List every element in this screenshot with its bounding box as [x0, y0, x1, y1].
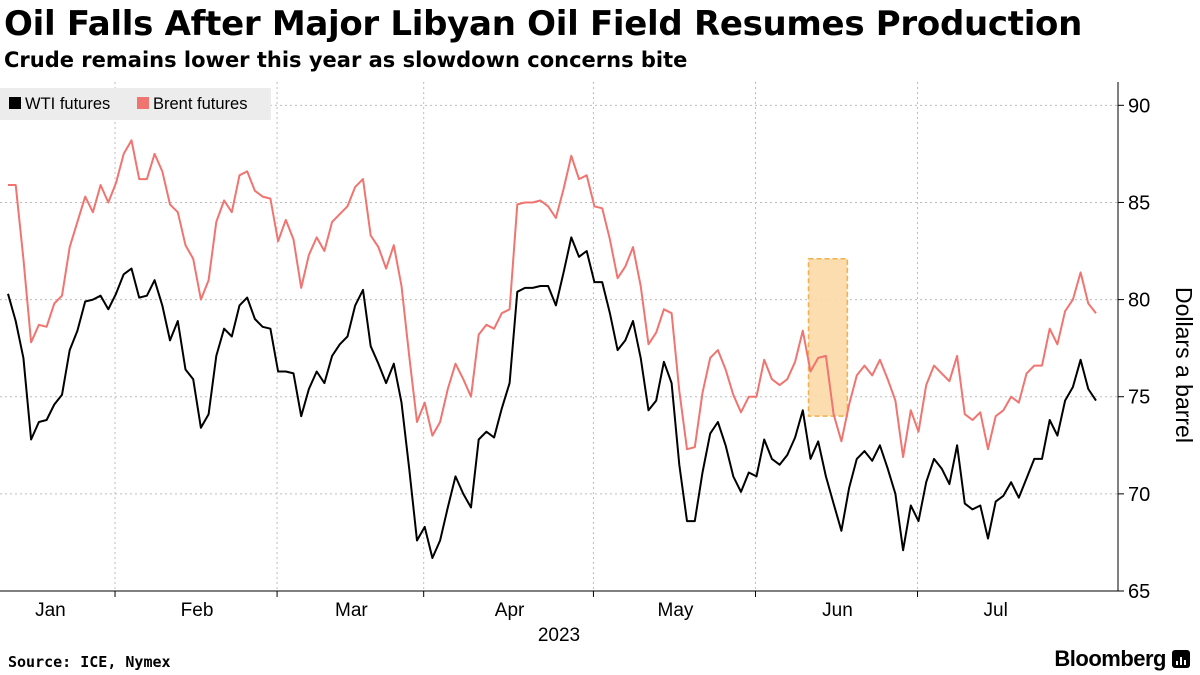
bloomberg-terminal-icon	[1172, 650, 1190, 668]
y-tick-label: 80	[1128, 290, 1150, 312]
legend-background	[0, 88, 271, 120]
brent-futures-line	[8, 139, 1097, 458]
wti-futures-line	[7, 236, 1097, 559]
legend-swatch-brent	[137, 97, 149, 109]
grid-lines	[0, 82, 1118, 592]
legend: WTI futures Brent futures	[0, 88, 271, 120]
x-tick-label: Jan	[35, 600, 66, 621]
y-tick-label: 75	[1128, 387, 1150, 409]
chart-subtitle: Crude remains lower this year as slowdow…	[4, 48, 688, 72]
x-tick-label: May	[658, 600, 694, 621]
recent-period-highlight	[807, 258, 849, 417]
y-axis-label: Dollars a barrel	[1171, 287, 1197, 443]
chart-title: Oil Falls After Major Libyan Oil Field R…	[4, 4, 1083, 44]
axes: 65 70 75 80 85 90 Jan Feb Mar Apr May Jun Jul	[0, 82, 1150, 621]
y-tick-label: 65	[1128, 581, 1150, 603]
y-tick-label: 70	[1128, 484, 1150, 506]
brand-logo-text: Bloomberg	[1054, 646, 1166, 671]
y-tick-label: 90	[1128, 95, 1150, 117]
x-tick-label: Apr	[495, 600, 525, 621]
x-tick-label: Jun	[822, 600, 853, 621]
series-lines	[7, 139, 1097, 559]
legend-label-brent: Brent futures	[153, 95, 247, 113]
legend-swatch-wti	[9, 97, 21, 109]
x-axis-label: 2023	[538, 625, 580, 646]
source-note: Source: ICE, Nymex	[8, 653, 171, 671]
y-tick-label: 85	[1128, 192, 1150, 214]
x-tick-label: Feb	[181, 600, 214, 621]
legend-label-wti: WTI futures	[25, 95, 110, 113]
x-tick-label: Mar	[335, 600, 368, 621]
x-tick-label: Jul	[984, 600, 1008, 621]
